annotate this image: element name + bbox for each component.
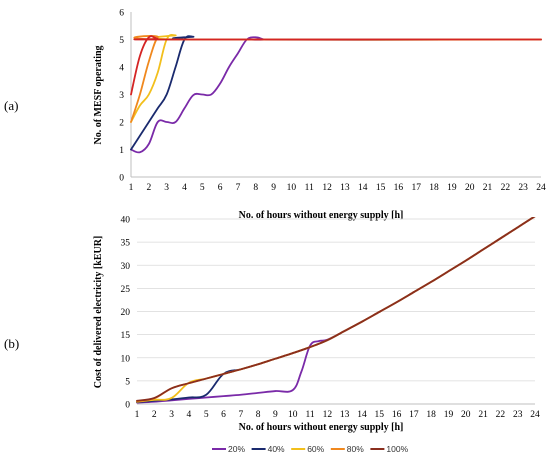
chart-b-x-tick-label: 16	[392, 410, 402, 420]
chart-b-y-tick-label: 10	[121, 354, 131, 364]
chart-a-y-tick-label: 2	[119, 119, 124, 129]
chart-b-x-tick-label: 17	[409, 410, 419, 420]
chart-a-x-tick-label: 14	[358, 183, 368, 193]
legend-item: 60%	[291, 444, 325, 454]
chart-a-x-tick-label: 12	[322, 183, 332, 193]
chart-b-x-tick-label: 10	[288, 410, 298, 420]
legend-item: 20%	[212, 444, 245, 454]
chart-a-y-tick-label: 4	[119, 64, 124, 74]
chart-a-x-tick-label: 22	[501, 183, 511, 193]
chart-b-y-tick-label: 0	[125, 401, 130, 411]
chart-a-x-tick-label: 11	[305, 183, 314, 193]
chart-a-x-tick-label: 8	[253, 183, 258, 193]
chart-a-x-tick-label: 4	[182, 183, 187, 193]
panel-a-label: (a)	[4, 98, 18, 113]
chart-a-x-tick-label: 20	[465, 183, 475, 193]
chart-a-x-tick-label: 3	[164, 183, 169, 193]
chart-a-x-tick-label: 9	[271, 183, 276, 193]
chart-b-x-tick-label: 3	[169, 410, 174, 420]
chart-a-x-tick-label: 19	[447, 183, 457, 193]
panel-b-label: (b)	[4, 336, 19, 351]
chart-b-series-line-60%	[136, 217, 536, 403]
legend-label: 100%	[386, 444, 408, 454]
chart-a-series-line-2	[130, 34, 542, 123]
chart-a-x-tick-label: 16	[394, 183, 404, 193]
chart-b-x-tick-label: 21	[478, 410, 488, 420]
legend-label: 40%	[268, 444, 285, 454]
chart-b-x-tick-label: 22	[496, 410, 506, 420]
chart-b-x-tick-label: 7	[238, 410, 243, 420]
chart-a-x-tick-label: 10	[287, 183, 297, 193]
legend-label: 80%	[347, 444, 364, 454]
chart-b-x-tick-label: 15	[375, 410, 385, 420]
chart-a-x-tick-label: 7	[236, 183, 241, 193]
chart-b-x-tick-label: 18	[426, 410, 436, 420]
chart-b-y-tick-label: 30	[121, 262, 131, 272]
chart-b-series-line-100%	[136, 217, 536, 402]
chart-b-x-tick-label: 14	[357, 410, 367, 420]
chart-b-x-tick-label: 9	[273, 410, 278, 420]
chart-a-series-line-0	[130, 36, 542, 154]
chart-b-series-line-20%	[136, 217, 536, 404]
chart-b-x-tick-label: 12	[323, 410, 333, 420]
legend-item: 40%	[251, 444, 285, 454]
chart-a-x-tick-label: 18	[429, 183, 439, 193]
chart-a-x-tick-label: 15	[376, 183, 386, 193]
chart-a-series-line-3	[130, 35, 542, 123]
chart-b-x-tick-label: 4	[187, 410, 192, 420]
chart-b-y-tick-label: 20	[121, 308, 131, 318]
chart-b-x-tick-label: 20	[461, 410, 471, 420]
chart-b-x-tick-label: 2	[152, 410, 157, 420]
chart-b-series-line-40%	[136, 217, 536, 404]
chart-b-legend: 20% 40% 60% 80% 100%	[212, 444, 409, 454]
chart-b-x-tick-label: 6	[221, 410, 226, 420]
chart-b-x-tick-label: 5	[204, 410, 209, 420]
chart-a-x-tick-label: 24	[536, 183, 546, 193]
chart-b-y-tick-label: 25	[121, 285, 131, 295]
chart-a-y-tick-label: 5	[119, 36, 124, 46]
chart-a-y-tick-label: 1	[119, 146, 124, 156]
chart-b-x-tick-label: 13	[340, 410, 350, 420]
legend-label: 20%	[228, 444, 245, 454]
chart-b: 1 2 3 4 5 6 7 8 9 10 11 12 13 14 15 16 17 18 19 20 21 22 23 240…	[93, 216, 540, 455]
chart-b-y-tick-label: 35	[121, 239, 131, 249]
chart-b-x-tick-label: 1	[135, 410, 140, 420]
chart-a-xlabel: No. of hours without energy supply [h]	[239, 210, 404, 221]
chart-a-y-tick-label: 0	[119, 174, 124, 184]
chart-a-x-tick-label: 13	[340, 183, 350, 193]
chart-b-y-tick-label: 40	[121, 216, 131, 226]
legend-item: 100%	[370, 444, 409, 454]
chart-a: 1 2 3 4 5 6 7 8 9 10 11 12 13 14 15 16 17 18 19 20 21 22 23 240…	[93, 9, 546, 222]
chart-b-x-tick-label: 11	[305, 410, 314, 420]
chart-a-x-tick-label: 1	[129, 183, 134, 193]
legend-item: 80%	[330, 444, 364, 454]
chart-a-x-tick-label: 17	[411, 183, 421, 193]
chart-b-x-tick-label: 23	[513, 410, 523, 420]
chart-b-x-tick-label: 8	[256, 410, 261, 420]
chart-a-series-line-4	[130, 35, 542, 96]
chart-a-y-tick-label: 3	[119, 91, 124, 101]
chart-b-ylabel: Cost of delivered electricity [kEUR]	[93, 236, 104, 389]
chart-b-y-tick-label: 5	[125, 377, 130, 387]
chart-b-xlabel: No. of hours without energy supply [h]	[239, 422, 404, 433]
chart-a-y-tick-label: 6	[119, 9, 124, 19]
chart-a-x-tick-label: 6	[218, 183, 223, 193]
chart-a-x-tick-label: 2	[146, 183, 151, 193]
chart-a-x-tick-label: 5	[200, 183, 205, 193]
chart-a-x-tick-label: 21	[483, 183, 493, 193]
legend-label: 60%	[307, 444, 324, 454]
chart-b-x-tick-label: 19	[444, 410, 454, 420]
chart-b-series-line-80%	[136, 217, 536, 403]
chart-a-series-line-1	[130, 35, 542, 151]
chart-a-ylabel: No. of MESF operating	[93, 45, 104, 144]
chart-a-x-tick-label: 23	[518, 183, 528, 193]
chart-b-x-tick-label: 24	[530, 410, 540, 420]
chart-b-y-tick-label: 15	[121, 331, 131, 341]
